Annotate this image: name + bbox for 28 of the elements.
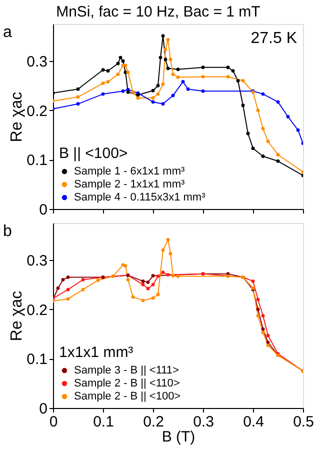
- y-tick-label: 0.3: [26, 54, 48, 70]
- legend-label: Sample 2 - 1x1x1 mm³: [74, 178, 185, 190]
- legend-label: Sample 4 - 0.115x3x1 mm³: [74, 192, 206, 204]
- x-tick-label: 0.2: [143, 414, 164, 430]
- legend-label: Sample 2 - B || <110>: [74, 378, 180, 390]
- y-tick-label: 0.3: [26, 252, 48, 270]
- text: a: [3, 24, 12, 41]
- x-axis-title: B (T): [162, 428, 196, 446]
- y-tick-label: 0.2: [26, 302, 48, 319]
- text: b: [3, 223, 12, 240]
- y-axis-title: Re χac: [8, 92, 26, 142]
- y-tick-label: 0: [39, 400, 48, 418]
- legend-title: B || <100>: [59, 145, 128, 162]
- chart-title: MnSi, fac = 10 Hz, Bac = 1 mT: [56, 4, 260, 20]
- y-tick-label: 0.1: [26, 351, 48, 368]
- x-tick-label: 0.1: [93, 414, 114, 430]
- y-tick-label: 0: [39, 202, 48, 218]
- legend-label: Sample 2 - B || <100>: [74, 390, 181, 402]
- x-tick-label: 0.3: [193, 414, 214, 430]
- annotation: 27.5 K: [250, 30, 298, 47]
- legend-label: Sample 3 - B || <111>: [74, 364, 179, 376]
- legend-title: 1x1x1 mm³: [59, 344, 134, 361]
- y-axis-title: Re χac: [8, 290, 26, 342]
- y-tick-label: 0.1: [26, 152, 48, 170]
- y-tick-label: 0.2: [26, 102, 48, 120]
- x-tick-label: 0.5: [293, 414, 314, 430]
- legend-label: Sample 1 - 6x1x1 mm³: [74, 166, 185, 178]
- x-tick-label: 0.4: [243, 414, 264, 430]
